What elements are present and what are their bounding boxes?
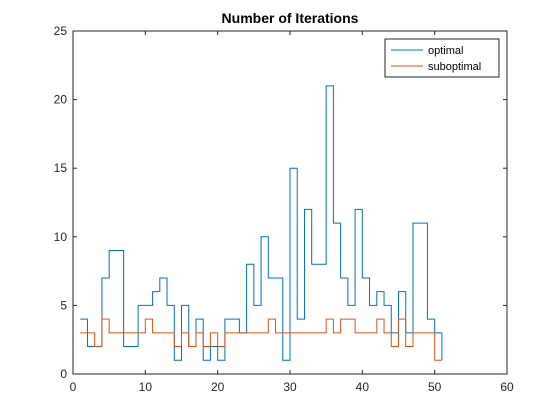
tick-layer: 0 10 20 30 40 50 60 0 5 10 15 20 25 — [54, 24, 514, 394]
y-tick-label: 0 — [60, 367, 67, 381]
x-tick-label: 30 — [283, 380, 297, 394]
x-tick-label: 0 — [70, 380, 77, 394]
legend: optimal suboptimal — [384, 38, 500, 78]
chart-title: Number of Iterations — [222, 10, 359, 26]
legend-label-suboptimal: suboptimal — [428, 61, 481, 73]
legend-box — [384, 38, 500, 78]
y-tick-label: 20 — [54, 93, 68, 107]
x-tick-label: 60 — [500, 380, 514, 394]
series-line-suboptimal — [80, 318, 442, 361]
series-line-optimal — [80, 85, 443, 361]
y-tick-label: 10 — [54, 230, 68, 244]
series-layer — [80, 85, 443, 361]
x-tick-label: 40 — [356, 380, 370, 394]
x-tick-label: 20 — [211, 380, 225, 394]
y-tick-label: 5 — [60, 298, 67, 312]
y-tick-label: 15 — [54, 161, 68, 175]
y-tick-label: 25 — [54, 24, 68, 38]
legend-label-optimal: optimal — [428, 45, 463, 57]
x-tick-label: 50 — [428, 380, 442, 394]
x-tick-label: 10 — [139, 380, 153, 394]
